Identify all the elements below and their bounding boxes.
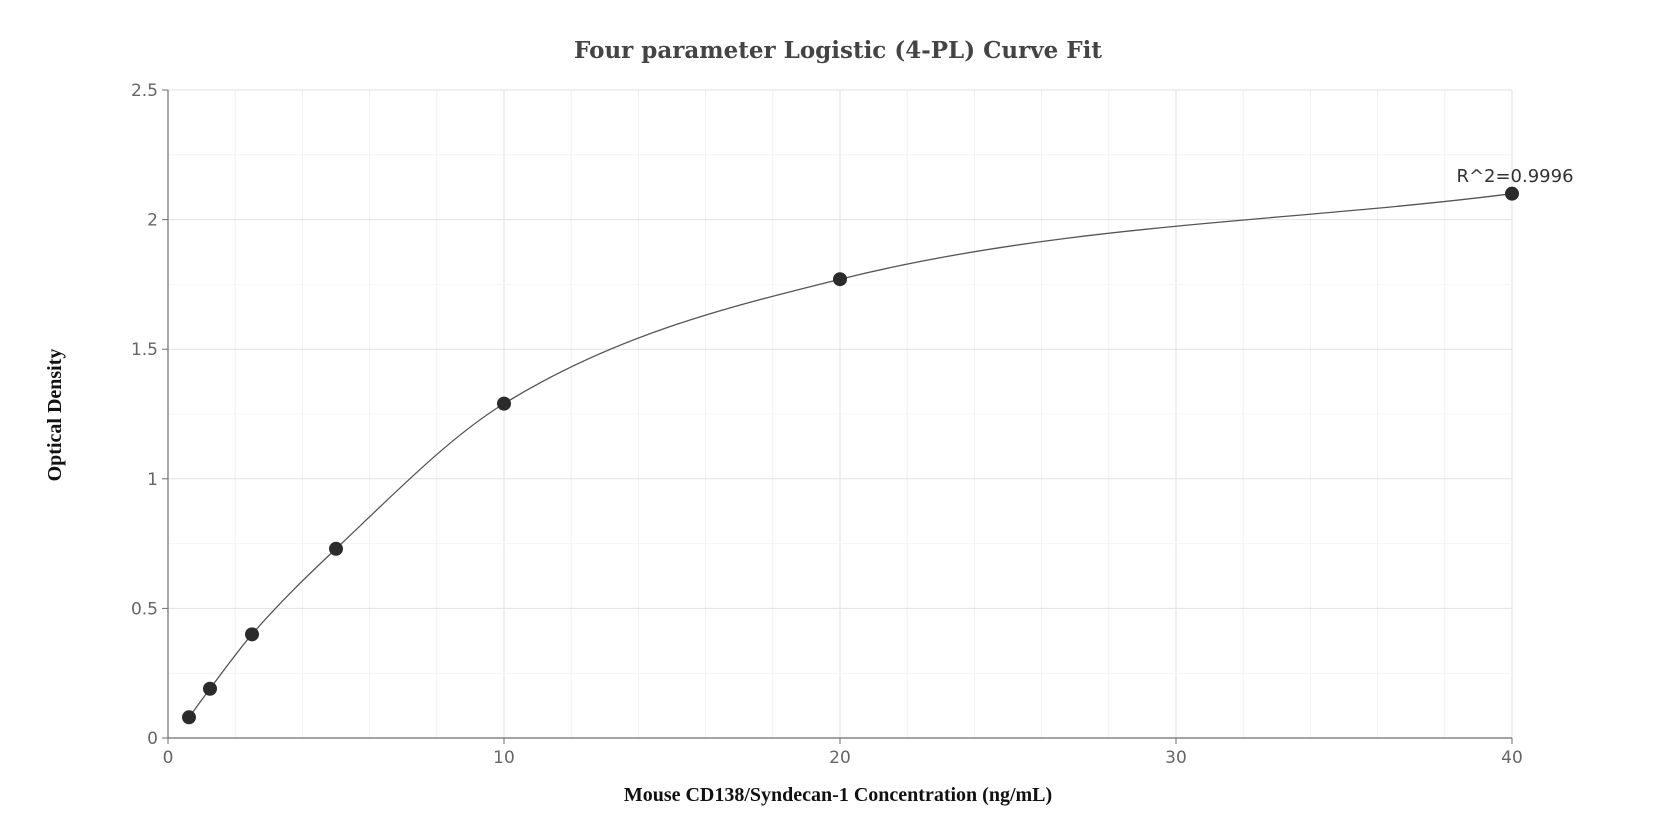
x-axis-ticks: 0 10 20 30 40	[163, 738, 1523, 768]
data-point	[1505, 186, 1519, 201]
y-tick-label: 1.5	[131, 340, 158, 360]
y-tick-label: 0.5	[131, 599, 158, 619]
data-point	[245, 627, 259, 642]
y-tick-label: 0	[147, 729, 158, 749]
chart-title: Four parameter Logistic (4-PL) Curve Fit	[574, 37, 1102, 64]
x-tick-label: 30	[1165, 748, 1187, 768]
x-tick-label: 20	[829, 748, 851, 768]
y-tick-label: 2.5	[131, 81, 158, 101]
x-tick-label: 40	[1501, 748, 1523, 768]
fit-curve	[188, 193, 1513, 718]
data-point	[833, 272, 847, 287]
x-axis-title: Mouse CD138/Syndecan-1 Concentration (ng…	[624, 784, 1052, 806]
y-axis-ticks: 0 0.5 1 1.5 2 2.5	[131, 81, 168, 749]
y-axis-title: Optical Density	[44, 349, 66, 482]
x-tick-label: 0	[163, 748, 174, 768]
y-tick-label: 1	[147, 470, 158, 490]
y-tick-label: 2	[147, 211, 158, 231]
data-points	[182, 186, 1519, 725]
x-tick-label: 10	[493, 748, 515, 768]
grid-lines	[168, 89, 1513, 738]
data-point	[497, 396, 511, 411]
data-point	[329, 541, 343, 556]
r-squared-annotation: R^2=0.9996	[1456, 166, 1573, 187]
data-point	[203, 681, 217, 696]
data-point	[182, 710, 196, 725]
